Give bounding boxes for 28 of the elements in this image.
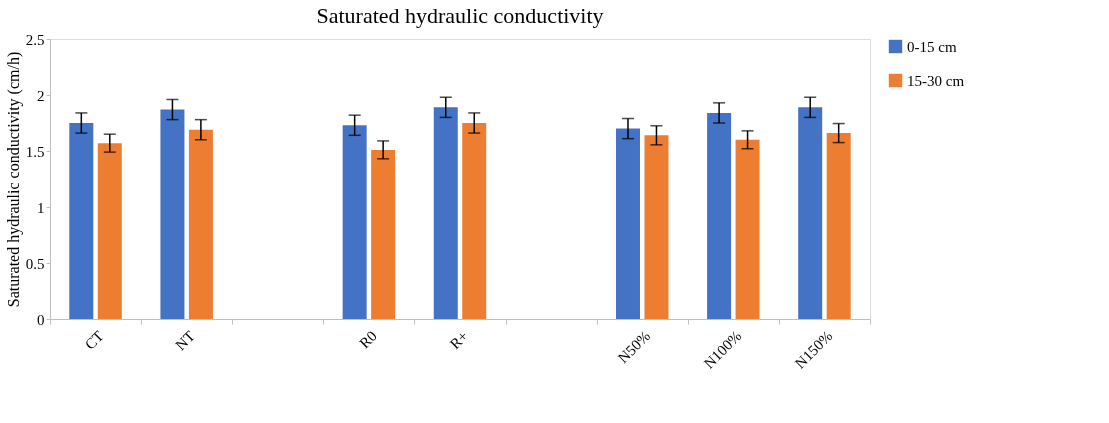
bar: [69, 123, 94, 319]
bar: [342, 125, 367, 319]
bar: [798, 107, 823, 319]
bar: [462, 123, 487, 319]
x-tick-label: R0: [356, 327, 380, 352]
bar: [707, 112, 732, 319]
x-tick-label: CT: [81, 327, 107, 353]
y-tick-label: 0.5: [25, 255, 45, 272]
legend-label: 0-15 cm: [907, 38, 957, 55]
bar: [615, 128, 640, 319]
y-tick-label: 1: [37, 199, 45, 216]
y-axis-title: Saturated hydraulic conductivity (cm/h): [4, 51, 23, 308]
bar: [160, 109, 185, 319]
y-tick-label: 2.5: [25, 31, 45, 48]
x-tick-label: NT: [172, 327, 198, 354]
bar: [433, 107, 458, 319]
bar: [644, 135, 669, 319]
bar: [188, 129, 213, 319]
y-tick-label: 0: [37, 311, 45, 328]
bar: [97, 143, 122, 319]
chart-title: Saturated hydraulic conductivity: [316, 3, 604, 28]
y-tick-label: 2: [37, 87, 45, 104]
bar: [735, 139, 760, 319]
legend-label: 15-30 cm: [907, 72, 965, 89]
x-tick-label: R+: [446, 327, 472, 353]
bar: [371, 149, 396, 319]
bar: [826, 133, 851, 319]
y-tick-label: 1.5: [25, 143, 45, 160]
